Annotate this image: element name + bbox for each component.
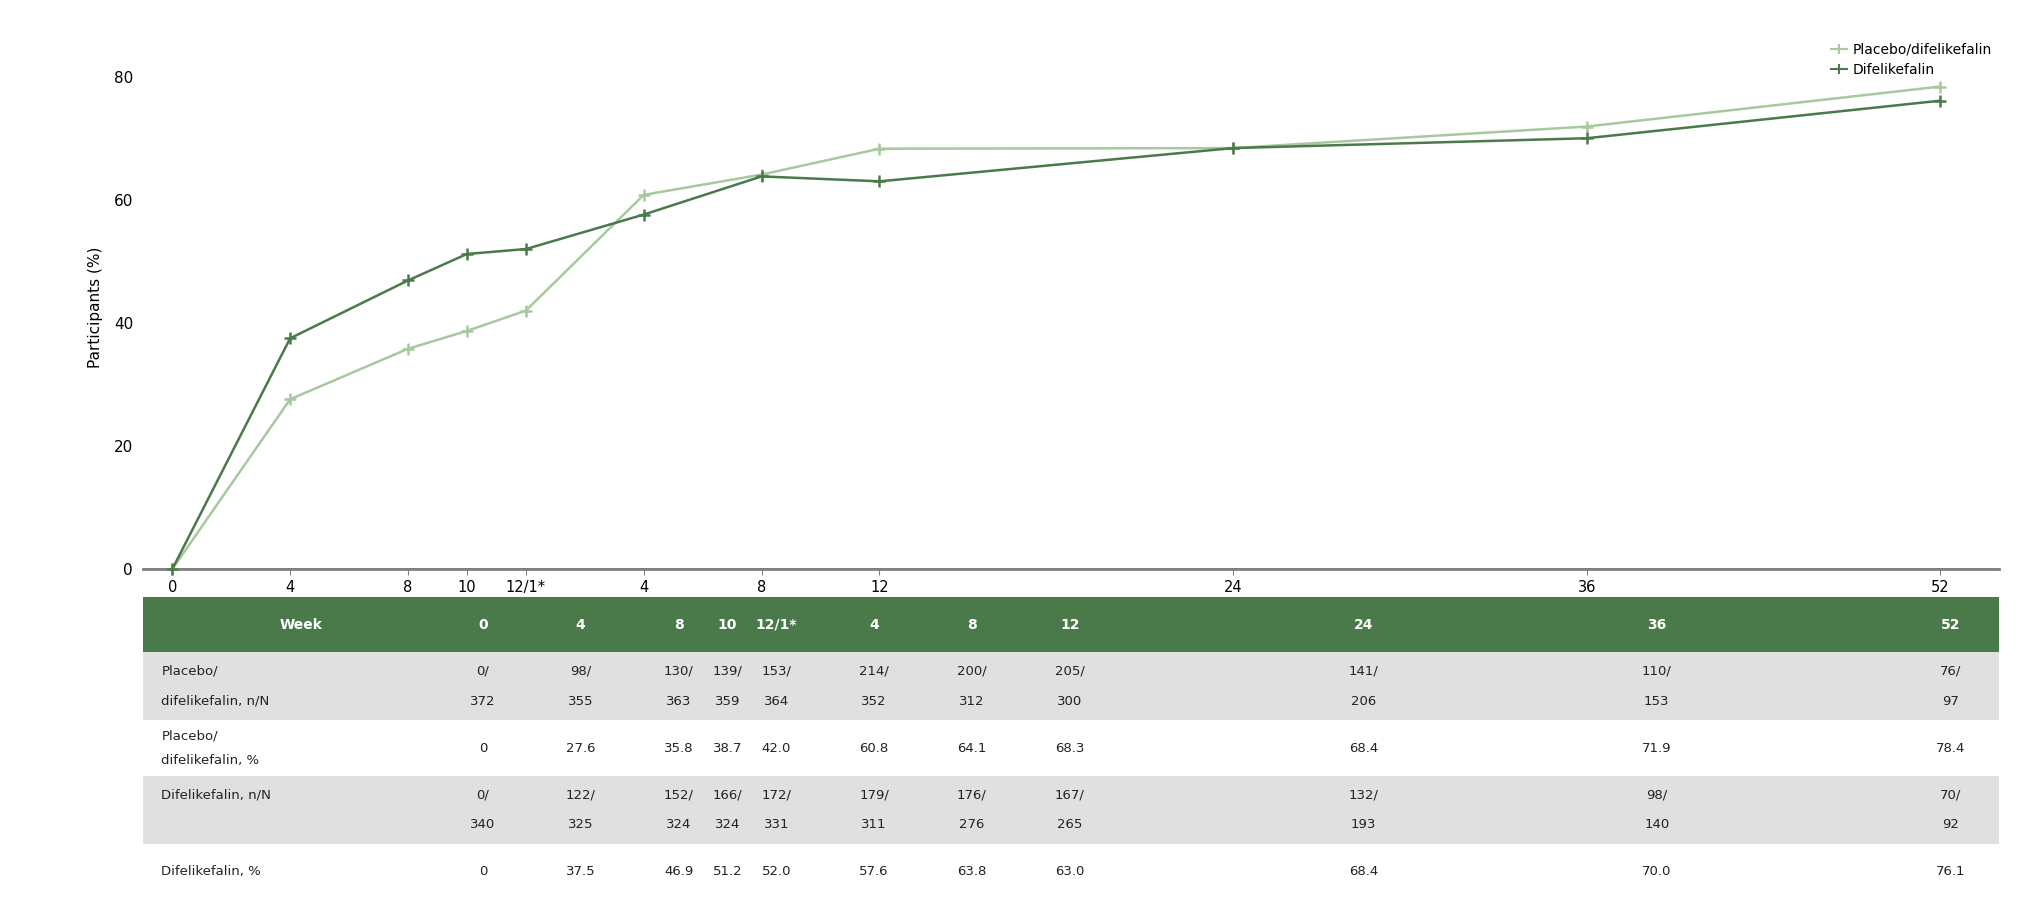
Text: 97: 97 — [1941, 695, 1957, 708]
Text: 76.1: 76.1 — [1935, 866, 1964, 879]
Bar — [143, 844, 1998, 900]
Text: 4: 4 — [869, 618, 879, 632]
Text: Difelikefalin, %: Difelikefalin, % — [161, 866, 261, 879]
Text: Placebo/: Placebo/ — [161, 730, 218, 743]
Text: 60.8: 60.8 — [858, 742, 889, 755]
Text: 64.1: 64.1 — [956, 742, 987, 755]
Text: Week: Week — [279, 618, 322, 632]
Text: 27.6: 27.6 — [565, 742, 595, 755]
Text: 70.0: 70.0 — [1641, 866, 1670, 879]
Text: Week: Week — [1034, 705, 1077, 721]
Text: 312: 312 — [958, 695, 985, 708]
Text: 331: 331 — [763, 819, 789, 832]
Text: 46.9: 46.9 — [663, 866, 693, 879]
Text: OLE period: OLE period — [1207, 658, 1287, 673]
Text: difelikefalin, %: difelikefalin, % — [161, 754, 259, 767]
Text: 52.0: 52.0 — [761, 866, 791, 879]
Text: 0: 0 — [479, 742, 487, 755]
Text: 324: 324 — [665, 819, 691, 832]
Text: 70/: 70/ — [1939, 789, 1959, 801]
Text: 153/: 153/ — [761, 665, 791, 677]
Text: 141/: 141/ — [1348, 665, 1378, 677]
Text: 78.4: 78.4 — [1935, 742, 1964, 755]
Text: 51.2: 51.2 — [712, 866, 742, 879]
Text: 176/: 176/ — [956, 789, 987, 801]
Text: 110/: 110/ — [1641, 665, 1670, 677]
Text: 139/: 139/ — [712, 665, 742, 677]
Text: 57.6: 57.6 — [858, 866, 889, 879]
Text: 300: 300 — [1056, 695, 1083, 708]
Text: 24: 24 — [1354, 618, 1372, 632]
Text: 140: 140 — [1643, 819, 1668, 832]
Text: 12: 12 — [1060, 618, 1079, 632]
Text: 63.0: 63.0 — [1054, 866, 1085, 879]
Text: 363: 363 — [665, 695, 691, 708]
Text: 92: 92 — [1941, 819, 1957, 832]
Text: 352: 352 — [860, 695, 887, 708]
Text: 68.4: 68.4 — [1348, 866, 1376, 879]
Text: 364: 364 — [763, 695, 789, 708]
Text: 35.8: 35.8 — [663, 742, 693, 755]
Legend: Placebo/difelikefalin, Difelikefalin: Placebo/difelikefalin, Difelikefalin — [1829, 42, 1992, 77]
Text: 12/1*: 12/1* — [754, 618, 797, 632]
Text: 76/: 76/ — [1939, 665, 1959, 677]
Text: 166/: 166/ — [712, 789, 742, 801]
Text: 71.9: 71.9 — [1641, 742, 1670, 755]
Text: 4: 4 — [575, 618, 585, 632]
Text: 42.0: 42.0 — [761, 742, 791, 755]
Text: 179/: 179/ — [858, 789, 889, 801]
Text: 8: 8 — [966, 618, 977, 632]
Text: difelikefalin, n/N: difelikefalin, n/N — [161, 695, 269, 708]
Text: 214/: 214/ — [858, 665, 889, 677]
Text: 325: 325 — [567, 819, 593, 832]
Text: 98/: 98/ — [1645, 789, 1666, 801]
Text: 68.4: 68.4 — [1348, 742, 1376, 755]
Text: 8: 8 — [673, 618, 683, 632]
Text: 355: 355 — [567, 695, 593, 708]
Text: 200/: 200/ — [956, 665, 987, 677]
Bar — [143, 721, 1998, 776]
Text: 372: 372 — [469, 695, 495, 708]
Text: 0/: 0/ — [477, 789, 489, 801]
Text: 265: 265 — [1056, 819, 1083, 832]
Text: 132/: 132/ — [1348, 789, 1378, 801]
Text: Difelikefalin, n/N: Difelikefalin, n/N — [161, 789, 271, 801]
Bar — [143, 776, 1998, 844]
Text: 193: 193 — [1350, 819, 1376, 832]
Text: 340: 340 — [471, 819, 495, 832]
Text: 0: 0 — [477, 618, 487, 632]
Bar — [143, 597, 1998, 653]
Text: 359: 359 — [714, 695, 740, 708]
Text: 206: 206 — [1350, 695, 1374, 708]
Text: 130/: 130/ — [663, 665, 693, 677]
Y-axis label: Participants (%): Participants (%) — [88, 247, 102, 368]
Text: 36: 36 — [1645, 618, 1666, 632]
Text: 172/: 172/ — [761, 789, 791, 801]
Text: Double-blind period: Double-blind period — [277, 658, 422, 673]
Text: Placebo/: Placebo/ — [161, 665, 218, 677]
Text: 0/: 0/ — [477, 665, 489, 677]
Text: 68.3: 68.3 — [1054, 742, 1085, 755]
Text: 0: 0 — [479, 866, 487, 879]
Text: 152/: 152/ — [663, 789, 693, 801]
Text: 167/: 167/ — [1054, 789, 1085, 801]
Text: 324: 324 — [714, 819, 740, 832]
Text: 276: 276 — [958, 819, 985, 832]
Text: 52: 52 — [1939, 618, 1959, 632]
Bar — [143, 653, 1998, 721]
Text: 205/: 205/ — [1054, 665, 1085, 677]
Text: 98/: 98/ — [569, 665, 591, 677]
Text: 38.7: 38.7 — [712, 742, 742, 755]
Text: 311: 311 — [860, 819, 887, 832]
Text: 122/: 122/ — [565, 789, 595, 801]
Text: 63.8: 63.8 — [956, 866, 987, 879]
Text: 10: 10 — [718, 618, 736, 632]
Text: 153: 153 — [1643, 695, 1668, 708]
Text: 37.5: 37.5 — [565, 866, 595, 879]
